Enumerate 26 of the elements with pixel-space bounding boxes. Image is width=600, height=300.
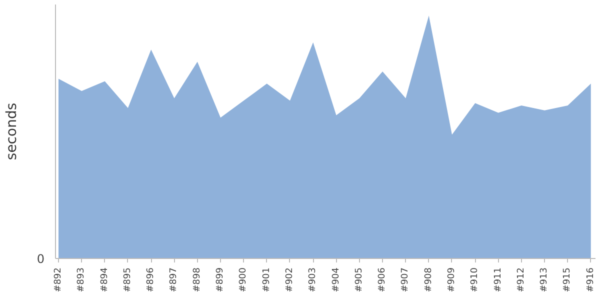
x-tick-label: #911 <box>493 267 504 292</box>
x-tick-label: #894 <box>100 267 110 292</box>
x-tick-label: #893 <box>76 267 87 292</box>
x-tick-label: #897 <box>169 267 180 292</box>
x-tick-label: #902 <box>284 267 295 292</box>
x-tick-label: #910 <box>470 267 480 292</box>
x-tick-label: #900 <box>238 267 249 292</box>
x-tick-label: #906 <box>378 267 388 292</box>
x-tick-label: #895 <box>122 267 133 292</box>
x-tick-label: #901 <box>262 267 272 292</box>
x-tick-label: #916 <box>586 267 596 292</box>
x-tick-label: #907 <box>400 267 411 292</box>
x-tick-label: #909 <box>446 267 457 292</box>
x-tick-label: #904 <box>331 267 342 292</box>
x-tick-label: #899 <box>216 267 226 292</box>
x-tick-label: #892 <box>54 267 64 292</box>
x-tick-label: #912 <box>516 267 526 292</box>
y-axis-title: seconds <box>4 102 20 160</box>
x-tick-label: #908 <box>424 267 434 292</box>
x-tick-label: #915 <box>562 267 573 292</box>
x-tick-label: #905 <box>354 267 364 292</box>
text: 0 <box>36 252 45 266</box>
x-tick-label: #913 <box>540 267 550 292</box>
x-tick-label: #903 <box>308 267 318 292</box>
x-tick-label: #896 <box>146 267 156 292</box>
x-tick-label: #898 <box>192 267 202 292</box>
